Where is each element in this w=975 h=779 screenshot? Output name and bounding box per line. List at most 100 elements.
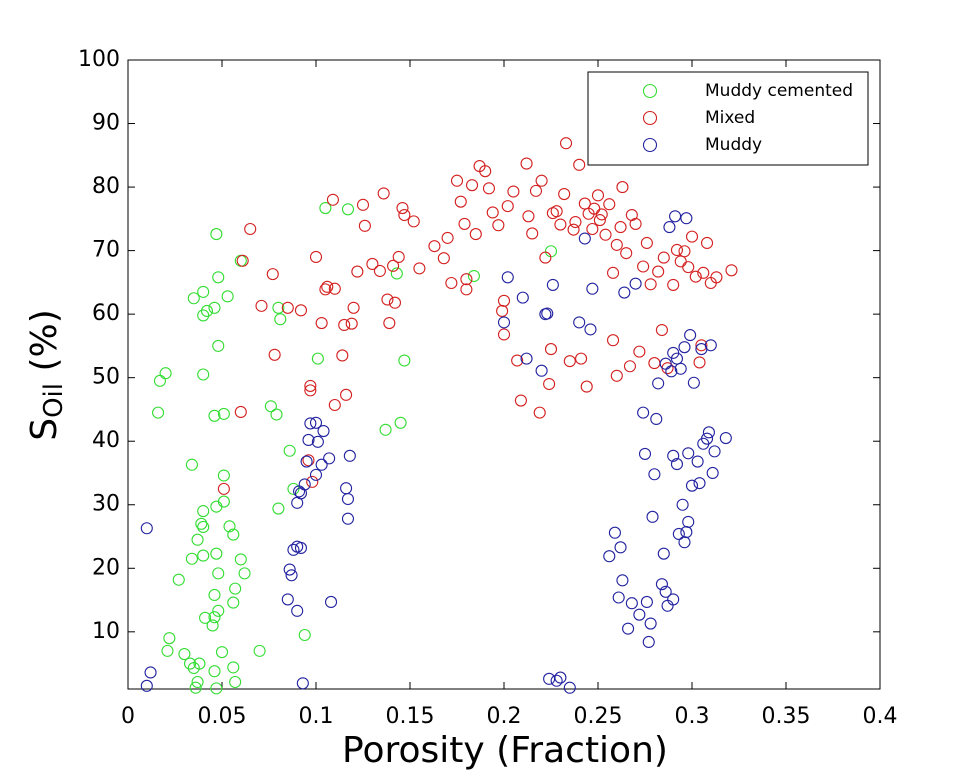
point bbox=[680, 212, 693, 225]
point bbox=[172, 573, 185, 586]
point bbox=[492, 219, 505, 232]
point bbox=[573, 158, 586, 171]
point bbox=[227, 596, 240, 609]
point bbox=[210, 547, 223, 560]
point bbox=[618, 286, 631, 299]
point bbox=[197, 520, 210, 534]
point bbox=[347, 301, 360, 314]
point bbox=[281, 593, 294, 606]
point bbox=[227, 661, 240, 674]
point bbox=[324, 595, 338, 609]
point bbox=[633, 345, 646, 358]
point bbox=[465, 179, 479, 192]
point bbox=[345, 317, 358, 330]
point bbox=[689, 270, 702, 283]
point bbox=[586, 222, 599, 236]
point bbox=[655, 578, 668, 591]
point bbox=[479, 165, 492, 178]
point bbox=[678, 245, 691, 258]
point bbox=[341, 512, 355, 525]
point bbox=[159, 367, 172, 380]
point bbox=[287, 543, 300, 556]
point bbox=[340, 482, 353, 495]
point bbox=[655, 323, 668, 337]
point bbox=[341, 492, 355, 506]
point bbox=[706, 466, 719, 480]
point bbox=[497, 294, 511, 307]
point bbox=[234, 405, 247, 419]
point bbox=[648, 357, 661, 370]
y-tick-label: 30 bbox=[92, 492, 120, 517]
point bbox=[674, 255, 687, 268]
point bbox=[693, 356, 706, 369]
y-tick-label: 60 bbox=[92, 301, 120, 326]
point bbox=[238, 567, 251, 580]
point bbox=[161, 644, 174, 657]
legend-marker bbox=[642, 110, 658, 126]
point bbox=[514, 394, 527, 407]
point bbox=[338, 318, 351, 331]
point bbox=[356, 198, 370, 211]
point bbox=[153, 374, 167, 387]
point bbox=[520, 157, 533, 170]
point bbox=[591, 189, 605, 202]
point bbox=[217, 495, 230, 508]
point bbox=[612, 591, 625, 604]
point bbox=[264, 400, 277, 413]
point bbox=[183, 657, 197, 670]
point bbox=[710, 271, 723, 284]
point bbox=[584, 323, 597, 336]
point bbox=[520, 352, 533, 365]
y-tick-label: 10 bbox=[92, 619, 120, 644]
point bbox=[550, 674, 563, 687]
point bbox=[642, 635, 655, 649]
point bbox=[657, 547, 670, 560]
point bbox=[665, 365, 678, 378]
point bbox=[637, 260, 650, 273]
point bbox=[657, 251, 670, 264]
point bbox=[189, 681, 202, 694]
point bbox=[622, 622, 635, 635]
point bbox=[691, 455, 704, 468]
point bbox=[595, 208, 608, 221]
point bbox=[629, 277, 642, 290]
point bbox=[315, 316, 328, 330]
point bbox=[191, 675, 204, 689]
legend-box bbox=[587, 71, 869, 166]
point bbox=[197, 505, 210, 518]
point bbox=[341, 203, 355, 216]
point bbox=[212, 567, 225, 580]
point bbox=[667, 593, 680, 606]
point bbox=[578, 232, 591, 245]
point bbox=[294, 304, 308, 317]
point bbox=[144, 666, 157, 679]
point bbox=[373, 264, 386, 277]
point bbox=[567, 223, 580, 236]
point bbox=[616, 574, 629, 587]
point bbox=[610, 238, 623, 251]
y-tick-label: 90 bbox=[92, 111, 120, 136]
point bbox=[614, 221, 627, 234]
point bbox=[569, 215, 582, 229]
point bbox=[644, 278, 657, 291]
point bbox=[193, 657, 206, 670]
point bbox=[298, 628, 311, 642]
point bbox=[210, 500, 223, 513]
point bbox=[234, 553, 247, 566]
x-tick-label: 0.05 bbox=[198, 704, 247, 729]
point bbox=[217, 482, 230, 495]
point bbox=[210, 682, 223, 695]
point bbox=[388, 296, 402, 309]
legend: Muddy cemented Mixed Muddy bbox=[587, 71, 869, 166]
point bbox=[563, 355, 576, 368]
point bbox=[152, 406, 165, 419]
point bbox=[685, 230, 699, 243]
point bbox=[185, 458, 198, 471]
point bbox=[319, 283, 332, 296]
point bbox=[486, 206, 499, 219]
legend-marker bbox=[642, 137, 658, 153]
point bbox=[178, 648, 191, 661]
point bbox=[644, 617, 657, 630]
point bbox=[693, 477, 706, 490]
